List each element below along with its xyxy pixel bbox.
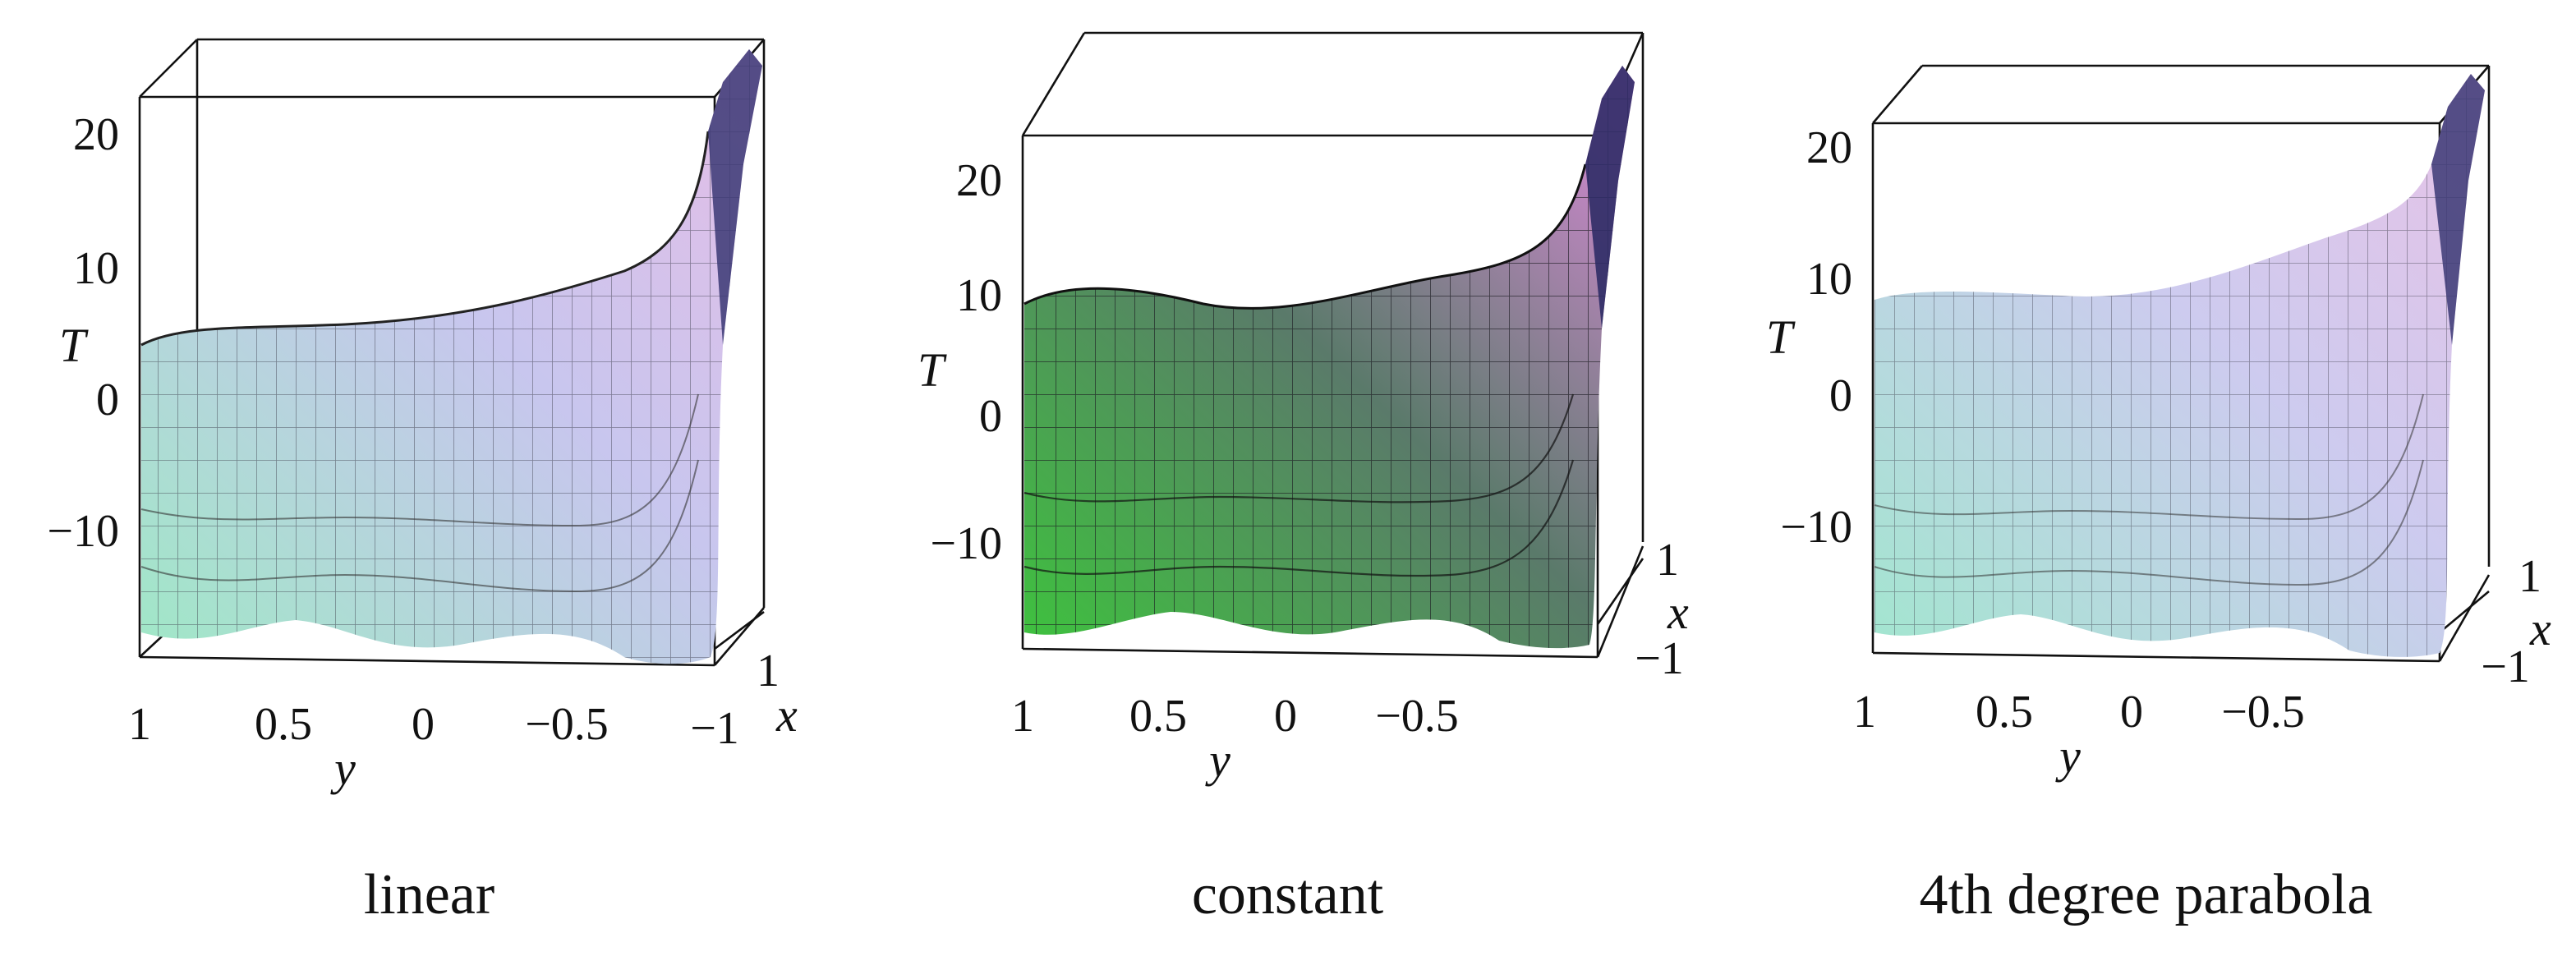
y-tick-2: 0 — [2120, 687, 2143, 738]
z-tick-1: 10 — [1806, 254, 1852, 305]
x-axis-ticks: 1 −1 — [690, 646, 780, 754]
surface-plot-4th-degree-parabola: 20 10 0 −10 T 1 0.5 0 −0.5 y 1 −1 x — [1766, 64, 2551, 783]
y-tick-3: −0.5 — [525, 699, 609, 750]
y-axis-ticks: 1 0.5 0 −0.5 — [1011, 691, 1459, 742]
z-axis-label: T — [1766, 310, 1796, 364]
z-tick-2: 0 — [96, 375, 119, 425]
panel-4th-degree-parabola: 20 10 0 −10 T 1 0.5 0 −0.5 y 1 −1 x 4th … — [1717, 0, 2575, 956]
y-tick-0: 1 — [1853, 687, 1876, 738]
y-axis-label: y — [1205, 733, 1230, 787]
x-tick-0: 1 — [2518, 551, 2542, 602]
z-tick-1: 10 — [956, 270, 1002, 321]
y-axis-label: y — [330, 742, 356, 795]
surface — [1874, 74, 2485, 657]
y-tick-1: 0.5 — [1129, 691, 1187, 742]
z-tick-0: 20 — [73, 109, 119, 160]
z-tick-3: −10 — [47, 506, 119, 557]
x-axis-label: x — [1667, 586, 1689, 639]
y-tick-2: 0 — [412, 699, 435, 750]
z-tick-0: 20 — [1806, 122, 1852, 173]
panel-constant: 20 10 0 −10 T 1 0.5 0 −0.5 y 1 −1 x cons… — [858, 0, 1717, 956]
y-axis-ticks: 1 0.5 0 −0.5 — [1853, 687, 2305, 738]
y-axis-label: y — [2055, 729, 2081, 783]
x-axis-ticks: 1 −1 — [1635, 535, 1684, 684]
z-axis-label: T — [918, 343, 947, 397]
z-axis-ticks: 20 10 0 −10 — [47, 109, 119, 557]
x-axis-label: x — [775, 688, 798, 742]
y-tick-2: 0 — [1274, 691, 1297, 742]
y-axis-ticks: 1 0.5 0 −0.5 — [128, 699, 609, 750]
x-axis-ticks: 1 −1 — [2481, 551, 2542, 692]
x-tick-1: −1 — [2481, 641, 2530, 692]
y-tick-0: 1 — [1011, 691, 1034, 742]
panel-linear: 20 10 0 −10 T 1 0.5 0 −0.5 y 1 −1 x line… — [0, 0, 858, 956]
z-axis-label: T — [59, 319, 89, 372]
caption-4th-degree-parabola: 4th degree parabola — [1919, 863, 2373, 926]
surface — [140, 49, 762, 664]
y-tick-3: −0.5 — [2221, 687, 2305, 738]
z-tick-3: −10 — [1780, 502, 1852, 553]
x-tick-1: −1 — [1635, 633, 1684, 684]
caption-linear: linear — [363, 863, 495, 926]
x-tick-1: −1 — [690, 703, 739, 754]
x-axis-label: x — [2529, 602, 2551, 655]
z-tick-0: 20 — [956, 155, 1002, 206]
y-tick-3: −0.5 — [1375, 691, 1459, 742]
surface-plot-constant: 20 10 0 −10 T 1 0.5 0 −0.5 y 1 −1 x — [918, 31, 1689, 787]
z-tick-2: 0 — [1829, 370, 1852, 421]
surface — [1024, 66, 1635, 649]
z-axis-ticks: 20 10 0 −10 — [930, 155, 1002, 569]
surface-plot-linear: 20 10 0 −10 T 1 0.5 0 −0.5 y 1 −1 x — [47, 38, 798, 795]
y-tick-1: 0.5 — [255, 699, 312, 750]
x-tick-0: 1 — [1656, 535, 1679, 586]
z-axis-ticks: 20 10 0 −10 — [1780, 122, 1852, 553]
x-tick-0: 1 — [757, 646, 780, 696]
z-tick-1: 10 — [73, 243, 119, 294]
caption-constant: constant — [1191, 863, 1384, 926]
z-tick-2: 0 — [979, 391, 1002, 442]
z-tick-3: −10 — [930, 518, 1002, 569]
y-tick-1: 0.5 — [1976, 687, 2033, 738]
y-tick-0: 1 — [128, 699, 151, 750]
